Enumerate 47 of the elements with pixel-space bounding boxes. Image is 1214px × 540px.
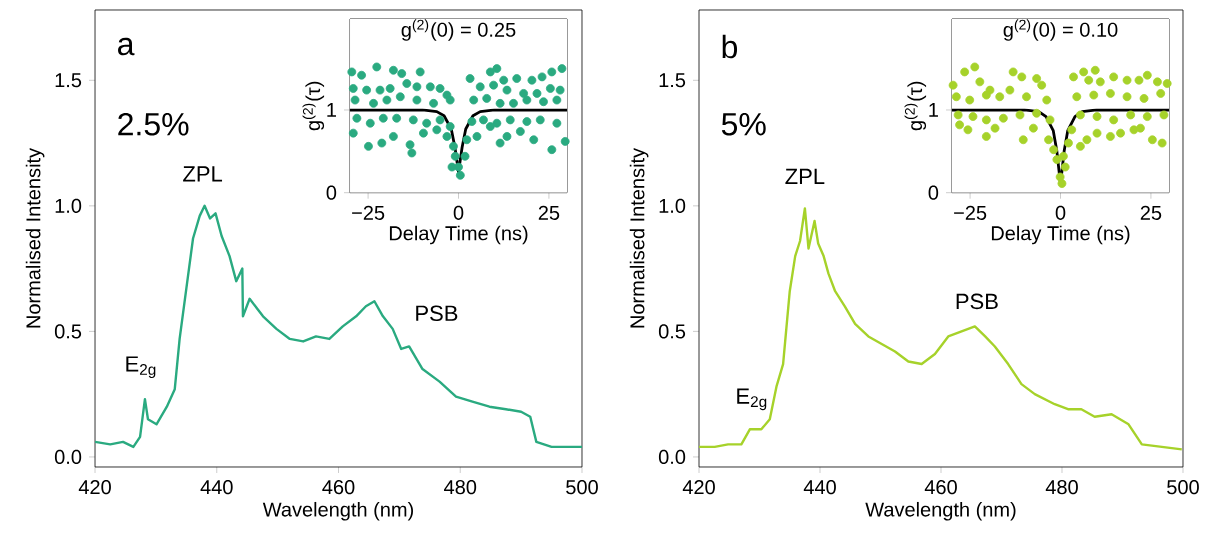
- x-tick-label: 460: [322, 480, 355, 495]
- y-tick-label: 1: [327, 103, 336, 117]
- x-tick-label: 25: [1140, 205, 1162, 220]
- y-tick-label: 0.5: [54, 324, 82, 339]
- x-tick-label: −25: [352, 205, 385, 220]
- y-tick-label: 1.5: [55, 73, 82, 88]
- x-tick-label: 460: [924, 480, 957, 495]
- x-tick-label: 500: [566, 480, 598, 495]
- annotation: E$_{2g}$: [126, 356, 156, 378]
- annotation: b: [722, 34, 738, 59]
- x-tick-label: 0: [1055, 205, 1066, 220]
- annotation: PSB: [956, 293, 998, 310]
- annotation: ZPL: [785, 168, 825, 184]
- annotation: 2.5%: [118, 112, 189, 136]
- line-series: [95, 204, 582, 449]
- x-tick-label: −25: [954, 205, 987, 220]
- annotation: E$_{2g}$: [737, 388, 767, 411]
- y-axis-title: g$^{(2)}$(τ): [904, 81, 927, 131]
- x-axis-title: Delay Time (ns): [991, 225, 1130, 245]
- y-axis-title: g$^{(2)}$(τ): [302, 81, 325, 131]
- annotation: ZPL: [183, 166, 223, 182]
- x-tick-label: 500: [1167, 480, 1199, 495]
- y-axis-title: Normalised Intensity: [25, 147, 45, 328]
- x-tick-label: 25: [538, 205, 560, 220]
- y-axis-title: Normalised Intensity: [629, 147, 649, 328]
- y-tick-label: 0.5: [658, 324, 686, 339]
- x-axis-title: Wavelength (nm): [865, 501, 1016, 521]
- y-tick-label: 0.0: [658, 449, 686, 465]
- annotation: 5%: [721, 112, 766, 136]
- y-tick-label: 1.0: [55, 198, 82, 213]
- x-tick-label: 0: [453, 205, 464, 220]
- x-tick-label: 420: [78, 480, 111, 495]
- x-axis-title: Delay Time (ns): [389, 225, 528, 245]
- y-tick-label: 1: [929, 103, 938, 117]
- x-tick-label: 480: [1045, 480, 1078, 495]
- x-tick-label: 480: [444, 480, 477, 495]
- chart-title: g$^{(2)}$(0) = 0.25: [401, 19, 516, 41]
- x-tick-label: 440: [200, 480, 233, 495]
- annotation: a: [118, 37, 135, 56]
- y-tick-label: 1.0: [659, 198, 686, 213]
- x-tick-label: 440: [803, 480, 836, 495]
- y-tick-label: 1.5: [659, 73, 686, 88]
- y-tick-label: 0.0: [54, 449, 82, 465]
- annotation: PSB: [416, 305, 458, 322]
- chart-title: g$^{(2)}$(0) = 0.10: [1003, 19, 1118, 41]
- x-axis-title: Wavelength (nm): [262, 501, 413, 521]
- x-tick-label: 420: [682, 480, 715, 495]
